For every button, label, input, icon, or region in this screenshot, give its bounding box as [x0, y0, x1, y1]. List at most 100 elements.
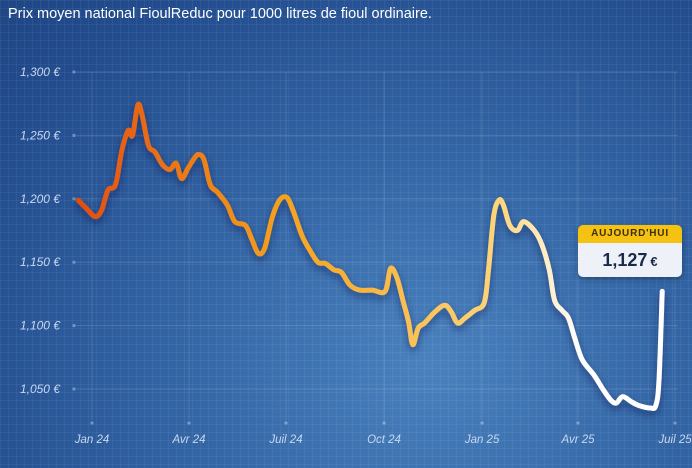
today-label: AUJOURD'HUI [578, 225, 682, 243]
price-point [410, 342, 415, 347]
price-point [455, 321, 460, 326]
price-point [192, 156, 197, 161]
x-tick-label: Jan 24 [74, 434, 110, 446]
price-point [130, 133, 135, 138]
price-point [215, 190, 220, 195]
x-tick-label: Avr 24 [171, 434, 205, 446]
y-tick-label: 1,200 € [20, 192, 61, 206]
price-point [370, 288, 375, 293]
price-point [629, 399, 634, 404]
price-point [277, 198, 282, 203]
price-point [560, 308, 565, 313]
price-point [299, 233, 304, 238]
x-tick-label: Juil 24 [268, 434, 302, 446]
price-point [225, 203, 230, 208]
price-point [185, 166, 190, 171]
price-point [262, 246, 267, 251]
price-point [201, 157, 206, 162]
price-point [501, 203, 506, 208]
price-point [472, 308, 477, 313]
price-point [422, 321, 427, 326]
price-point [93, 214, 98, 219]
x-tick-dot [187, 421, 191, 425]
x-tick-label: Oct 24 [367, 434, 401, 446]
price-point [609, 398, 614, 403]
price-point [285, 195, 290, 200]
price-point [146, 143, 151, 148]
price-point [291, 209, 296, 214]
x-tick-label: Juil 25 [657, 434, 692, 446]
price-point [119, 148, 124, 153]
chart-title: Prix moyen national FioulReduc pour 1000… [8, 6, 432, 22]
price-point [113, 182, 118, 187]
y-tick-label: 1,250 € [20, 128, 61, 142]
x-tick-dot [576, 421, 580, 425]
price-point [347, 283, 352, 288]
price-point [357, 288, 362, 293]
price-point [179, 176, 184, 181]
price-point [140, 113, 145, 118]
price-point [614, 400, 619, 405]
price-point [547, 267, 552, 272]
price-point [126, 128, 131, 133]
y-tick-dot [72, 260, 76, 264]
y-tick-dot [72, 70, 76, 74]
price-point [83, 205, 88, 210]
price-point [552, 298, 557, 303]
price-point [307, 247, 312, 252]
price-point [580, 357, 585, 362]
price-point [331, 267, 336, 272]
price-point [497, 198, 502, 203]
price-point [105, 187, 110, 192]
y-tick-label: 1,150 € [20, 255, 61, 269]
price-point [323, 261, 328, 266]
y-tick-dot [72, 133, 76, 137]
x-tick-dot [284, 421, 288, 425]
y-tick-label: 1,100 € [20, 319, 61, 333]
price-point [167, 167, 172, 172]
today-price-badge: AUJOURD'HUI 1,127 € [578, 225, 682, 277]
price-point [572, 336, 577, 341]
price-point [270, 215, 275, 220]
price-point [653, 403, 658, 408]
price-point [648, 406, 653, 411]
price-point [406, 319, 411, 324]
x-tick-dot [90, 421, 94, 425]
today-price: 1,127 [602, 250, 648, 270]
today-unit: € [650, 254, 658, 269]
price-point [160, 162, 165, 167]
price-point [232, 219, 237, 224]
y-tick-dot [72, 324, 76, 328]
y-tick-dot [72, 387, 76, 391]
y-tick-dot [72, 197, 76, 201]
price-line [75, 101, 665, 411]
y-tick-label: 1,050 € [20, 382, 61, 396]
price-point [491, 213, 496, 218]
price-point [532, 228, 537, 233]
price-point [507, 223, 512, 228]
price-point [591, 373, 596, 378]
price-point [174, 161, 179, 166]
price-point [99, 208, 104, 213]
price-point [433, 309, 438, 314]
x-tick-dot [673, 421, 677, 425]
price-point [401, 299, 406, 304]
price-point [482, 300, 487, 305]
price-point [416, 326, 421, 331]
price-point [76, 198, 81, 203]
x-tick-label: Avr 25 [560, 434, 595, 446]
price-point [539, 242, 544, 247]
price-point [620, 394, 625, 399]
price-point [660, 289, 665, 294]
price-point [249, 237, 254, 242]
price-point [339, 270, 344, 275]
price-point [449, 309, 454, 314]
price-point [315, 260, 320, 265]
price-point [657, 378, 662, 383]
x-tick-label: Jan 25 [464, 434, 500, 446]
x-tick-dot [382, 421, 386, 425]
price-point [243, 223, 248, 228]
price-point [521, 219, 526, 224]
